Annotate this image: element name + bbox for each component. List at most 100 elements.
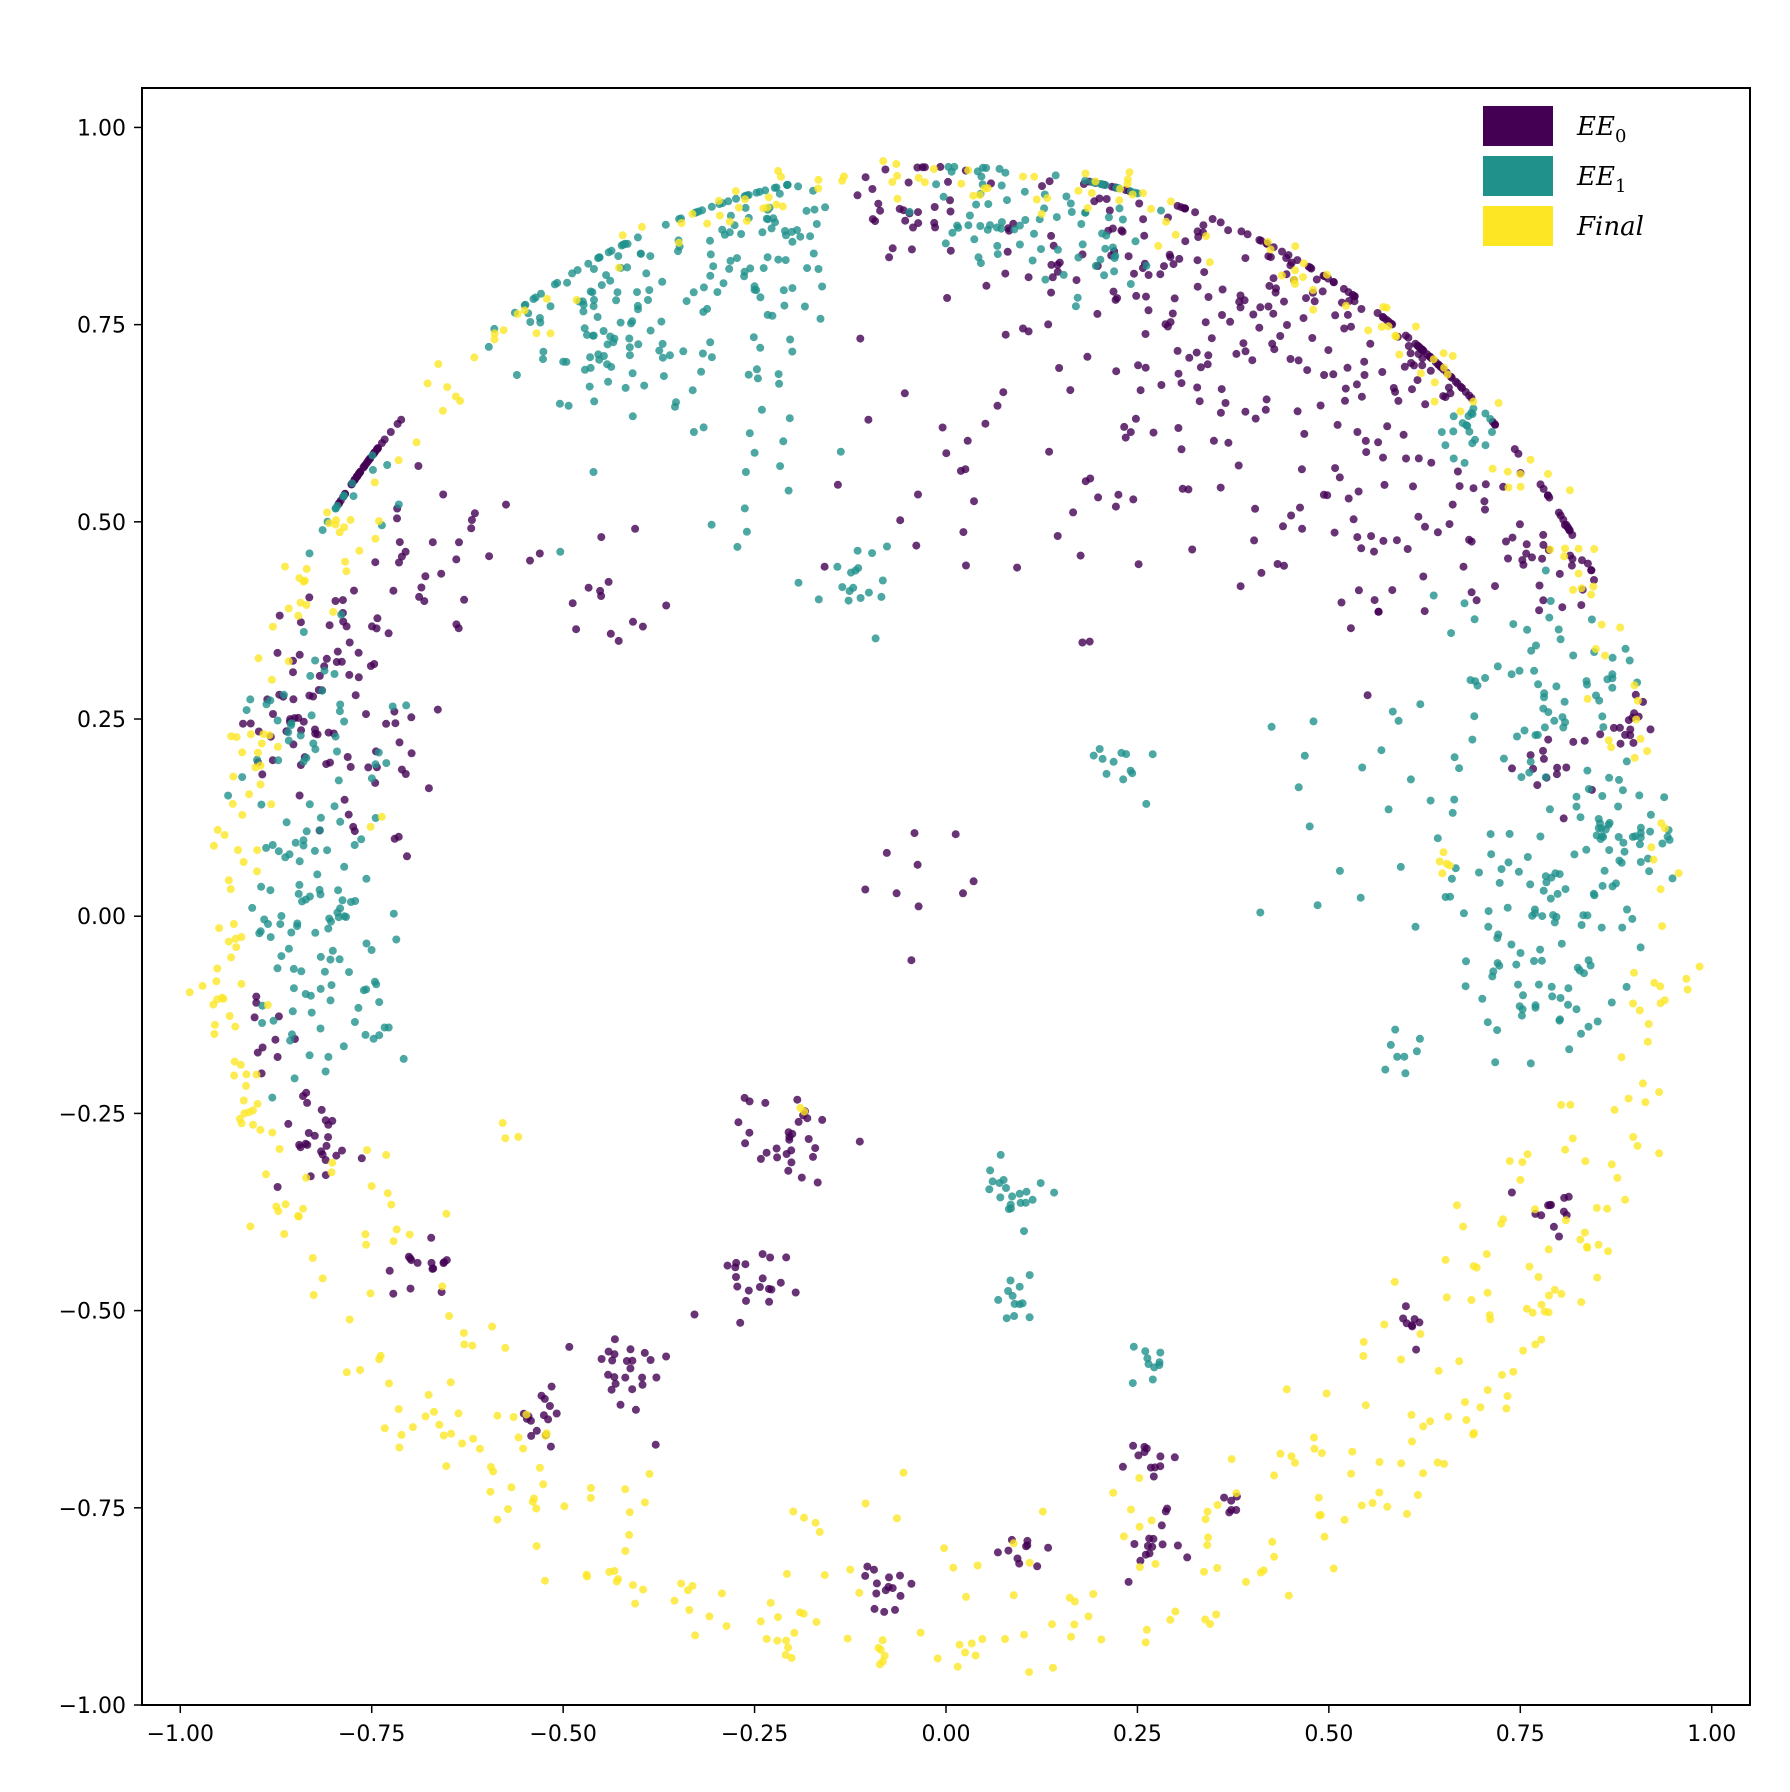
scatter-point <box>586 1493 595 1502</box>
scatter-point <box>621 383 630 392</box>
scatter-point <box>1002 1184 1010 1192</box>
scatter-point <box>1635 840 1644 849</box>
scatter-point <box>458 1439 467 1448</box>
scatter-point <box>1518 556 1527 565</box>
scatter-point <box>764 193 773 202</box>
scatter-point <box>303 1098 312 1107</box>
scatter-point <box>1618 786 1627 795</box>
scatter-point <box>1291 266 1300 275</box>
scatter-point <box>1462 1416 1471 1424</box>
scatter-point <box>305 593 314 602</box>
scatter-point <box>651 1440 660 1449</box>
scatter-point <box>1643 747 1652 756</box>
series-ee-1 <box>224 162 1677 1388</box>
scatter-point <box>1193 227 1202 236</box>
scatter-point <box>1320 371 1329 379</box>
scatter-point <box>1128 769 1137 778</box>
scatter-point <box>1426 366 1435 375</box>
scatter-point <box>289 695 298 704</box>
scatter-point <box>1603 1204 1612 1213</box>
scatter-point <box>388 702 397 711</box>
scatter-point <box>1262 395 1271 404</box>
scatter-point <box>1644 1020 1653 1028</box>
scatter-point <box>1166 197 1175 206</box>
scatter-point <box>1028 256 1037 265</box>
scatter-point <box>1357 392 1366 401</box>
scatter-point <box>1353 533 1362 542</box>
scatter-point <box>732 1273 740 1281</box>
scatter-point <box>586 287 595 296</box>
scatter-point <box>375 998 384 1007</box>
scatter-point <box>275 611 284 620</box>
scatter-point <box>1357 1501 1366 1510</box>
scatter-point <box>1435 857 1444 866</box>
scatter-point <box>818 1115 827 1124</box>
scatter-point <box>969 877 978 886</box>
scatter-point <box>1414 454 1423 463</box>
scatter-point <box>320 967 329 976</box>
scatter-point <box>814 175 823 184</box>
scatter-point <box>1121 433 1130 442</box>
scatter-point <box>519 1444 528 1453</box>
scatter-point <box>568 269 577 278</box>
scatter-point <box>501 1134 510 1143</box>
scatter-point <box>228 799 237 808</box>
scatter-point <box>1505 1157 1514 1166</box>
scatter-point <box>309 1291 318 1299</box>
scatter-point <box>745 1128 754 1137</box>
scatter-point <box>878 576 887 585</box>
scatter-point <box>1309 717 1318 726</box>
scatter-point <box>1550 918 1559 927</box>
scatter-point <box>1504 554 1512 563</box>
scatter-point <box>809 1152 817 1161</box>
scatter-point <box>1158 1540 1167 1549</box>
scatter-point <box>820 1571 829 1580</box>
scatter-point <box>1120 422 1129 431</box>
scatter-point <box>1041 275 1050 284</box>
scatter-point <box>276 920 285 929</box>
scatter-point <box>1515 1002 1524 1011</box>
scatter-point <box>755 1283 764 1291</box>
scatter-point <box>268 1093 277 1102</box>
scatter-point <box>1437 428 1446 437</box>
scatter-point <box>351 691 360 700</box>
scatter-point <box>774 1613 782 1622</box>
scatter-point <box>1532 641 1540 650</box>
scatter-point <box>384 629 393 638</box>
scatter-point <box>1556 511 1565 520</box>
scatter-point <box>330 802 339 811</box>
scatter-point <box>1589 889 1598 898</box>
scatter-point <box>375 1031 384 1040</box>
scatter-point <box>1163 1504 1172 1513</box>
scatter-point <box>467 524 476 533</box>
scatter-point <box>1615 723 1624 732</box>
scatter-point <box>1309 286 1318 294</box>
scatter-point <box>341 557 350 566</box>
scatter-point <box>997 218 1006 227</box>
scatter-point <box>1141 330 1150 338</box>
x-tick-label: 0.50 <box>1304 1722 1353 1747</box>
scatter-point <box>224 937 233 946</box>
scatter-point <box>307 1008 316 1017</box>
scatter-point <box>383 461 392 469</box>
scatter-point <box>1361 1401 1370 1410</box>
scatter-point <box>1224 438 1233 447</box>
scatter-point <box>493 1411 502 1420</box>
scatter-point <box>323 846 332 855</box>
scatter-point <box>1139 215 1148 224</box>
scatter-point <box>714 196 723 205</box>
scatter-point <box>1086 474 1095 483</box>
scatter-point <box>772 1144 781 1153</box>
scatter-point <box>1556 635 1565 644</box>
scatter-point <box>772 183 781 192</box>
scatter-point <box>1171 1607 1180 1616</box>
scatter-point <box>281 562 289 571</box>
scatter-point <box>1140 231 1149 240</box>
scatter-point <box>789 1507 798 1516</box>
scatter-point <box>282 818 291 827</box>
scatter-point <box>993 1548 1002 1557</box>
scatter-point <box>302 1173 311 1182</box>
scatter-point <box>1583 766 1592 775</box>
scatter-point <box>1507 1188 1516 1197</box>
scatter-point <box>1572 792 1581 801</box>
